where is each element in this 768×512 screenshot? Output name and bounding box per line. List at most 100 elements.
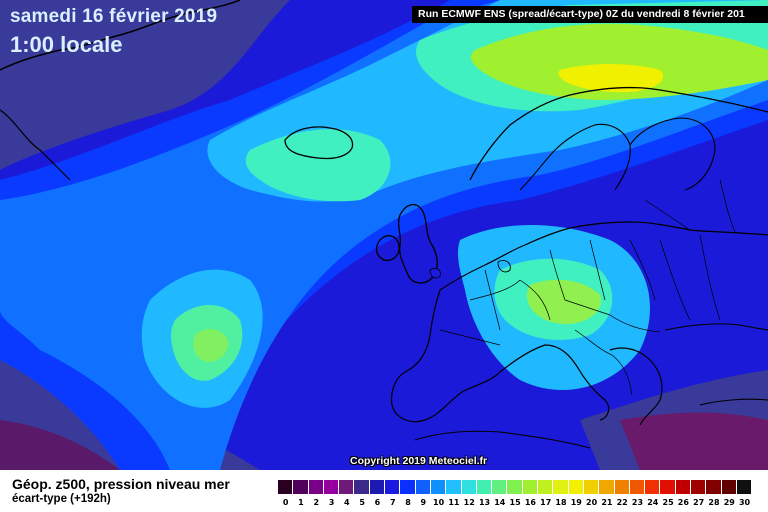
color-swatch bbox=[706, 480, 722, 494]
scale-tick-label: 18 bbox=[555, 498, 567, 507]
scale-tick-label: 27 bbox=[693, 498, 705, 507]
field-low-nw bbox=[0, 0, 290, 170]
scale-tick-label: 19 bbox=[570, 498, 582, 507]
color-swatch bbox=[660, 480, 676, 494]
scale-tick-label: 0 bbox=[282, 498, 289, 507]
color-swatch bbox=[599, 480, 615, 494]
scale-tick-label: 20 bbox=[586, 498, 598, 507]
scale-tick-label: 11 bbox=[448, 498, 460, 507]
scale-tick-label: 6 bbox=[374, 498, 381, 507]
coastline-finland bbox=[629, 117, 716, 191]
color-swatch bbox=[492, 480, 508, 494]
scale-tick-label: 4 bbox=[344, 498, 350, 507]
color-swatch bbox=[675, 480, 692, 494]
coastline-norway bbox=[469, 86, 768, 181]
coastline-turkey bbox=[699, 398, 768, 406]
coastline-iceland bbox=[284, 126, 354, 160]
island-marker bbox=[429, 268, 441, 279]
field-yellow-core bbox=[558, 64, 664, 93]
coastline-benelux bbox=[497, 259, 511, 273]
scale-tick-label: 15 bbox=[509, 498, 521, 507]
color-swatch bbox=[308, 480, 324, 494]
field-lowest-sw bbox=[0, 420, 120, 470]
color-swatch bbox=[736, 480, 753, 494]
coastline-black-sea bbox=[664, 323, 768, 331]
color-swatch bbox=[614, 480, 630, 494]
legend-title: Géop. z500, pression niveau mer bbox=[12, 476, 230, 492]
color-swatch bbox=[415, 480, 431, 494]
scale-tick-label: 10 bbox=[433, 498, 445, 507]
field-lowest-se bbox=[620, 412, 768, 470]
coastline-great-britain bbox=[397, 203, 438, 284]
color-swatch bbox=[339, 480, 355, 494]
color-swatch bbox=[538, 480, 554, 494]
color-swatch bbox=[583, 480, 600, 494]
scale-tick-label: 7 bbox=[389, 498, 396, 507]
map-canvas bbox=[0, 0, 768, 470]
scale-tick-label: 14 bbox=[494, 498, 506, 507]
color-swatch bbox=[430, 480, 447, 494]
country-borders bbox=[439, 179, 736, 396]
coastline-sweden bbox=[519, 123, 631, 191]
color-swatch bbox=[522, 480, 539, 494]
scale-tick-label: 29 bbox=[723, 498, 735, 507]
field-green-atlantic bbox=[193, 328, 229, 362]
coastline-greenland-south bbox=[0, 109, 71, 181]
spread-map: samedi 16 février 2019 1:00 locale Run E… bbox=[0, 0, 768, 470]
color-swatch bbox=[645, 480, 661, 494]
color-swatch bbox=[278, 480, 294, 494]
scale-tick-label: 13 bbox=[478, 498, 491, 507]
coastline-greenland bbox=[0, 0, 241, 71]
coastline-north-europe bbox=[439, 221, 768, 291]
color-swatch bbox=[323, 480, 340, 494]
color-swatch bbox=[568, 480, 584, 494]
color-swatch bbox=[507, 480, 523, 494]
scale-tick-label: 30 bbox=[738, 498, 751, 507]
color-swatch bbox=[369, 480, 386, 494]
color-scale bbox=[278, 480, 753, 494]
scale-tick-label: 24 bbox=[647, 498, 659, 507]
color-swatch bbox=[400, 480, 416, 494]
copyright-text: Copyright 2019 Meteociel.fr bbox=[350, 455, 488, 467]
legend-subtitle: écart-type (+192h) bbox=[12, 493, 111, 505]
color-swatch bbox=[721, 480, 737, 494]
legend-footer: Géop. z500, pression niveau mer écart-ty… bbox=[0, 470, 768, 512]
scale-tick-label: 8 bbox=[405, 498, 411, 507]
color-swatch bbox=[354, 480, 370, 494]
scale-tick-label: 1 bbox=[298, 498, 304, 507]
coastline-iberia bbox=[390, 289, 501, 423]
scale-tick-label: 3 bbox=[328, 498, 335, 507]
field-green-alps bbox=[526, 279, 601, 325]
run-info-banner: Run ECMWF ENS (spread/écart-type) 0Z du … bbox=[412, 6, 768, 23]
coastline-italy bbox=[499, 344, 610, 421]
coastline-north-africa bbox=[414, 430, 591, 449]
color-scale-ticks: 0 1 2 3 4 5 6 7 8 9 10 11 12 13 14 15 16 17 18 19 20 21 22 23 24… bbox=[278, 498, 752, 507]
scale-tick-label: 5 bbox=[359, 498, 365, 507]
color-swatch bbox=[385, 480, 401, 494]
scale-tick-label: 25 bbox=[662, 498, 674, 507]
color-swatch bbox=[691, 480, 707, 494]
scale-tick-label: 28 bbox=[708, 498, 720, 507]
field-aqua-iceland bbox=[245, 129, 391, 202]
scale-tick-label: 2 bbox=[313, 498, 320, 507]
color-swatch bbox=[476, 480, 493, 494]
coastline-balkans bbox=[609, 347, 663, 426]
scale-tick-label: 16 bbox=[524, 498, 536, 507]
forecast-date: samedi 16 février 2019 bbox=[10, 6, 218, 27]
scale-tick-label: 12 bbox=[463, 498, 475, 507]
color-swatch bbox=[553, 480, 569, 494]
scale-tick-label: 9 bbox=[420, 498, 427, 507]
scale-tick-label: 17 bbox=[540, 498, 552, 507]
coastline-ireland bbox=[375, 235, 400, 262]
color-swatch bbox=[293, 480, 309, 494]
scale-tick-label: 26 bbox=[677, 498, 689, 507]
scale-tick-label: 21 bbox=[601, 498, 613, 507]
color-swatch bbox=[629, 480, 646, 494]
color-swatch bbox=[461, 480, 477, 494]
scale-tick-label: 23 bbox=[631, 498, 644, 507]
forecast-time: 1:00 locale bbox=[10, 32, 123, 57]
color-swatch bbox=[446, 480, 462, 494]
scale-tick-label: 22 bbox=[616, 498, 628, 507]
field-green-scandinavia bbox=[470, 23, 768, 100]
